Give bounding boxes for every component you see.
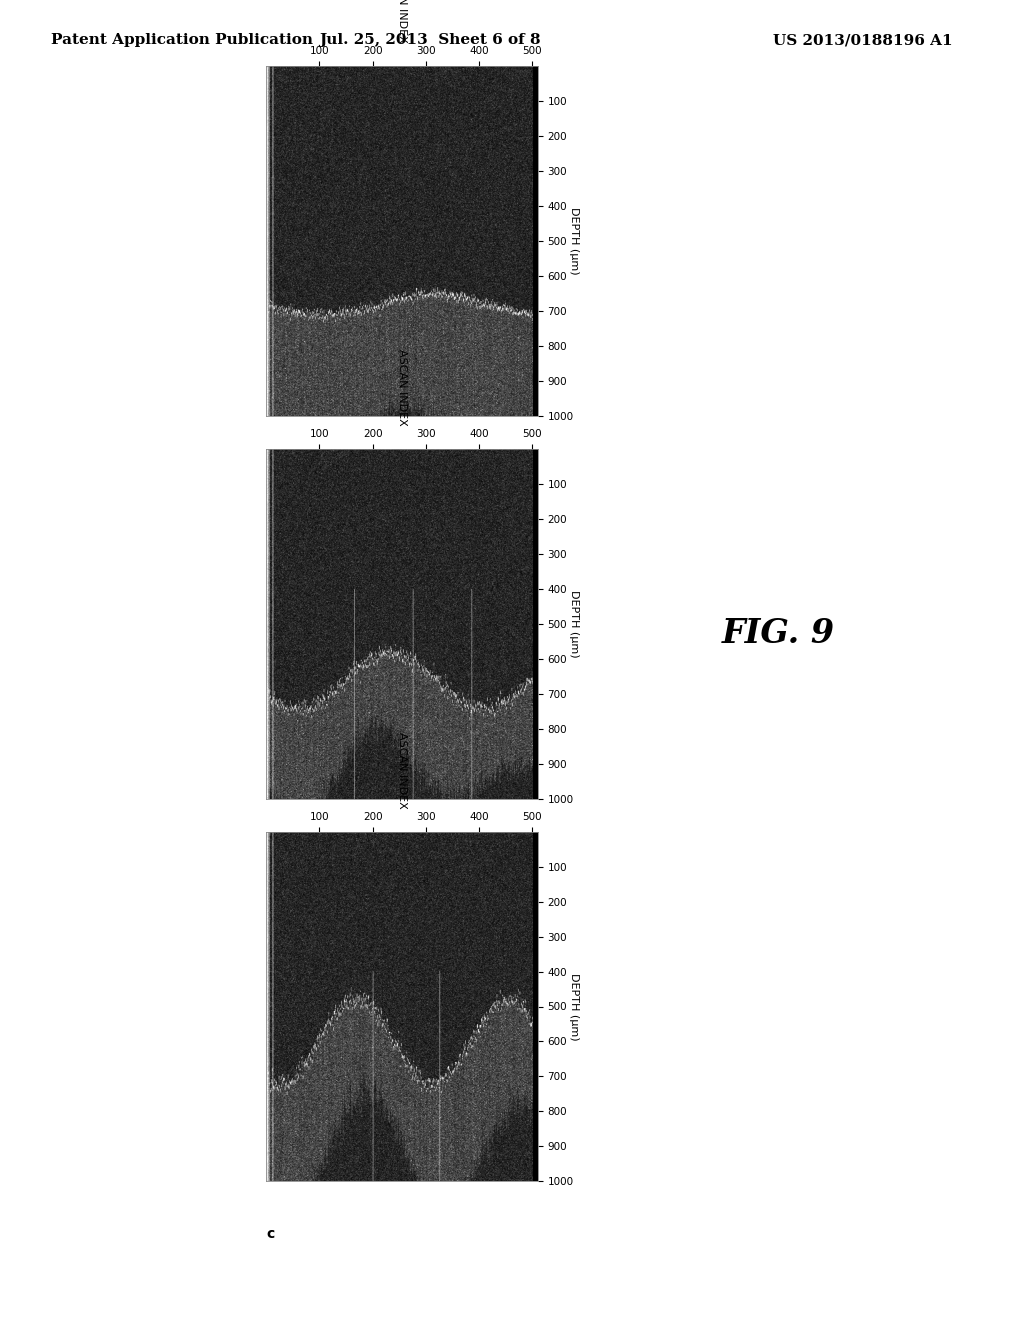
Y-axis label: DEPTH (μm): DEPTH (μm) <box>569 973 579 1040</box>
Y-axis label: DEPTH (μm): DEPTH (μm) <box>569 207 579 275</box>
X-axis label: ASCAN INDEX: ASCAN INDEX <box>397 348 407 425</box>
Text: US 2013/0188196 A1: US 2013/0188196 A1 <box>773 33 952 48</box>
X-axis label: ASCAN INDEX: ASCAN INDEX <box>397 0 407 42</box>
Text: Jul. 25, 2013  Sheet 6 of 8: Jul. 25, 2013 Sheet 6 of 8 <box>319 33 541 48</box>
Text: c: c <box>266 1226 274 1241</box>
X-axis label: ASCAN INDEX: ASCAN INDEX <box>397 731 407 808</box>
Text: a: a <box>266 461 275 475</box>
Text: Patent Application Publication: Patent Application Publication <box>51 33 313 48</box>
Text: FIG. 9: FIG. 9 <box>722 618 835 651</box>
Y-axis label: DEPTH (μm): DEPTH (μm) <box>569 590 579 657</box>
Text: b: b <box>266 843 276 858</box>
